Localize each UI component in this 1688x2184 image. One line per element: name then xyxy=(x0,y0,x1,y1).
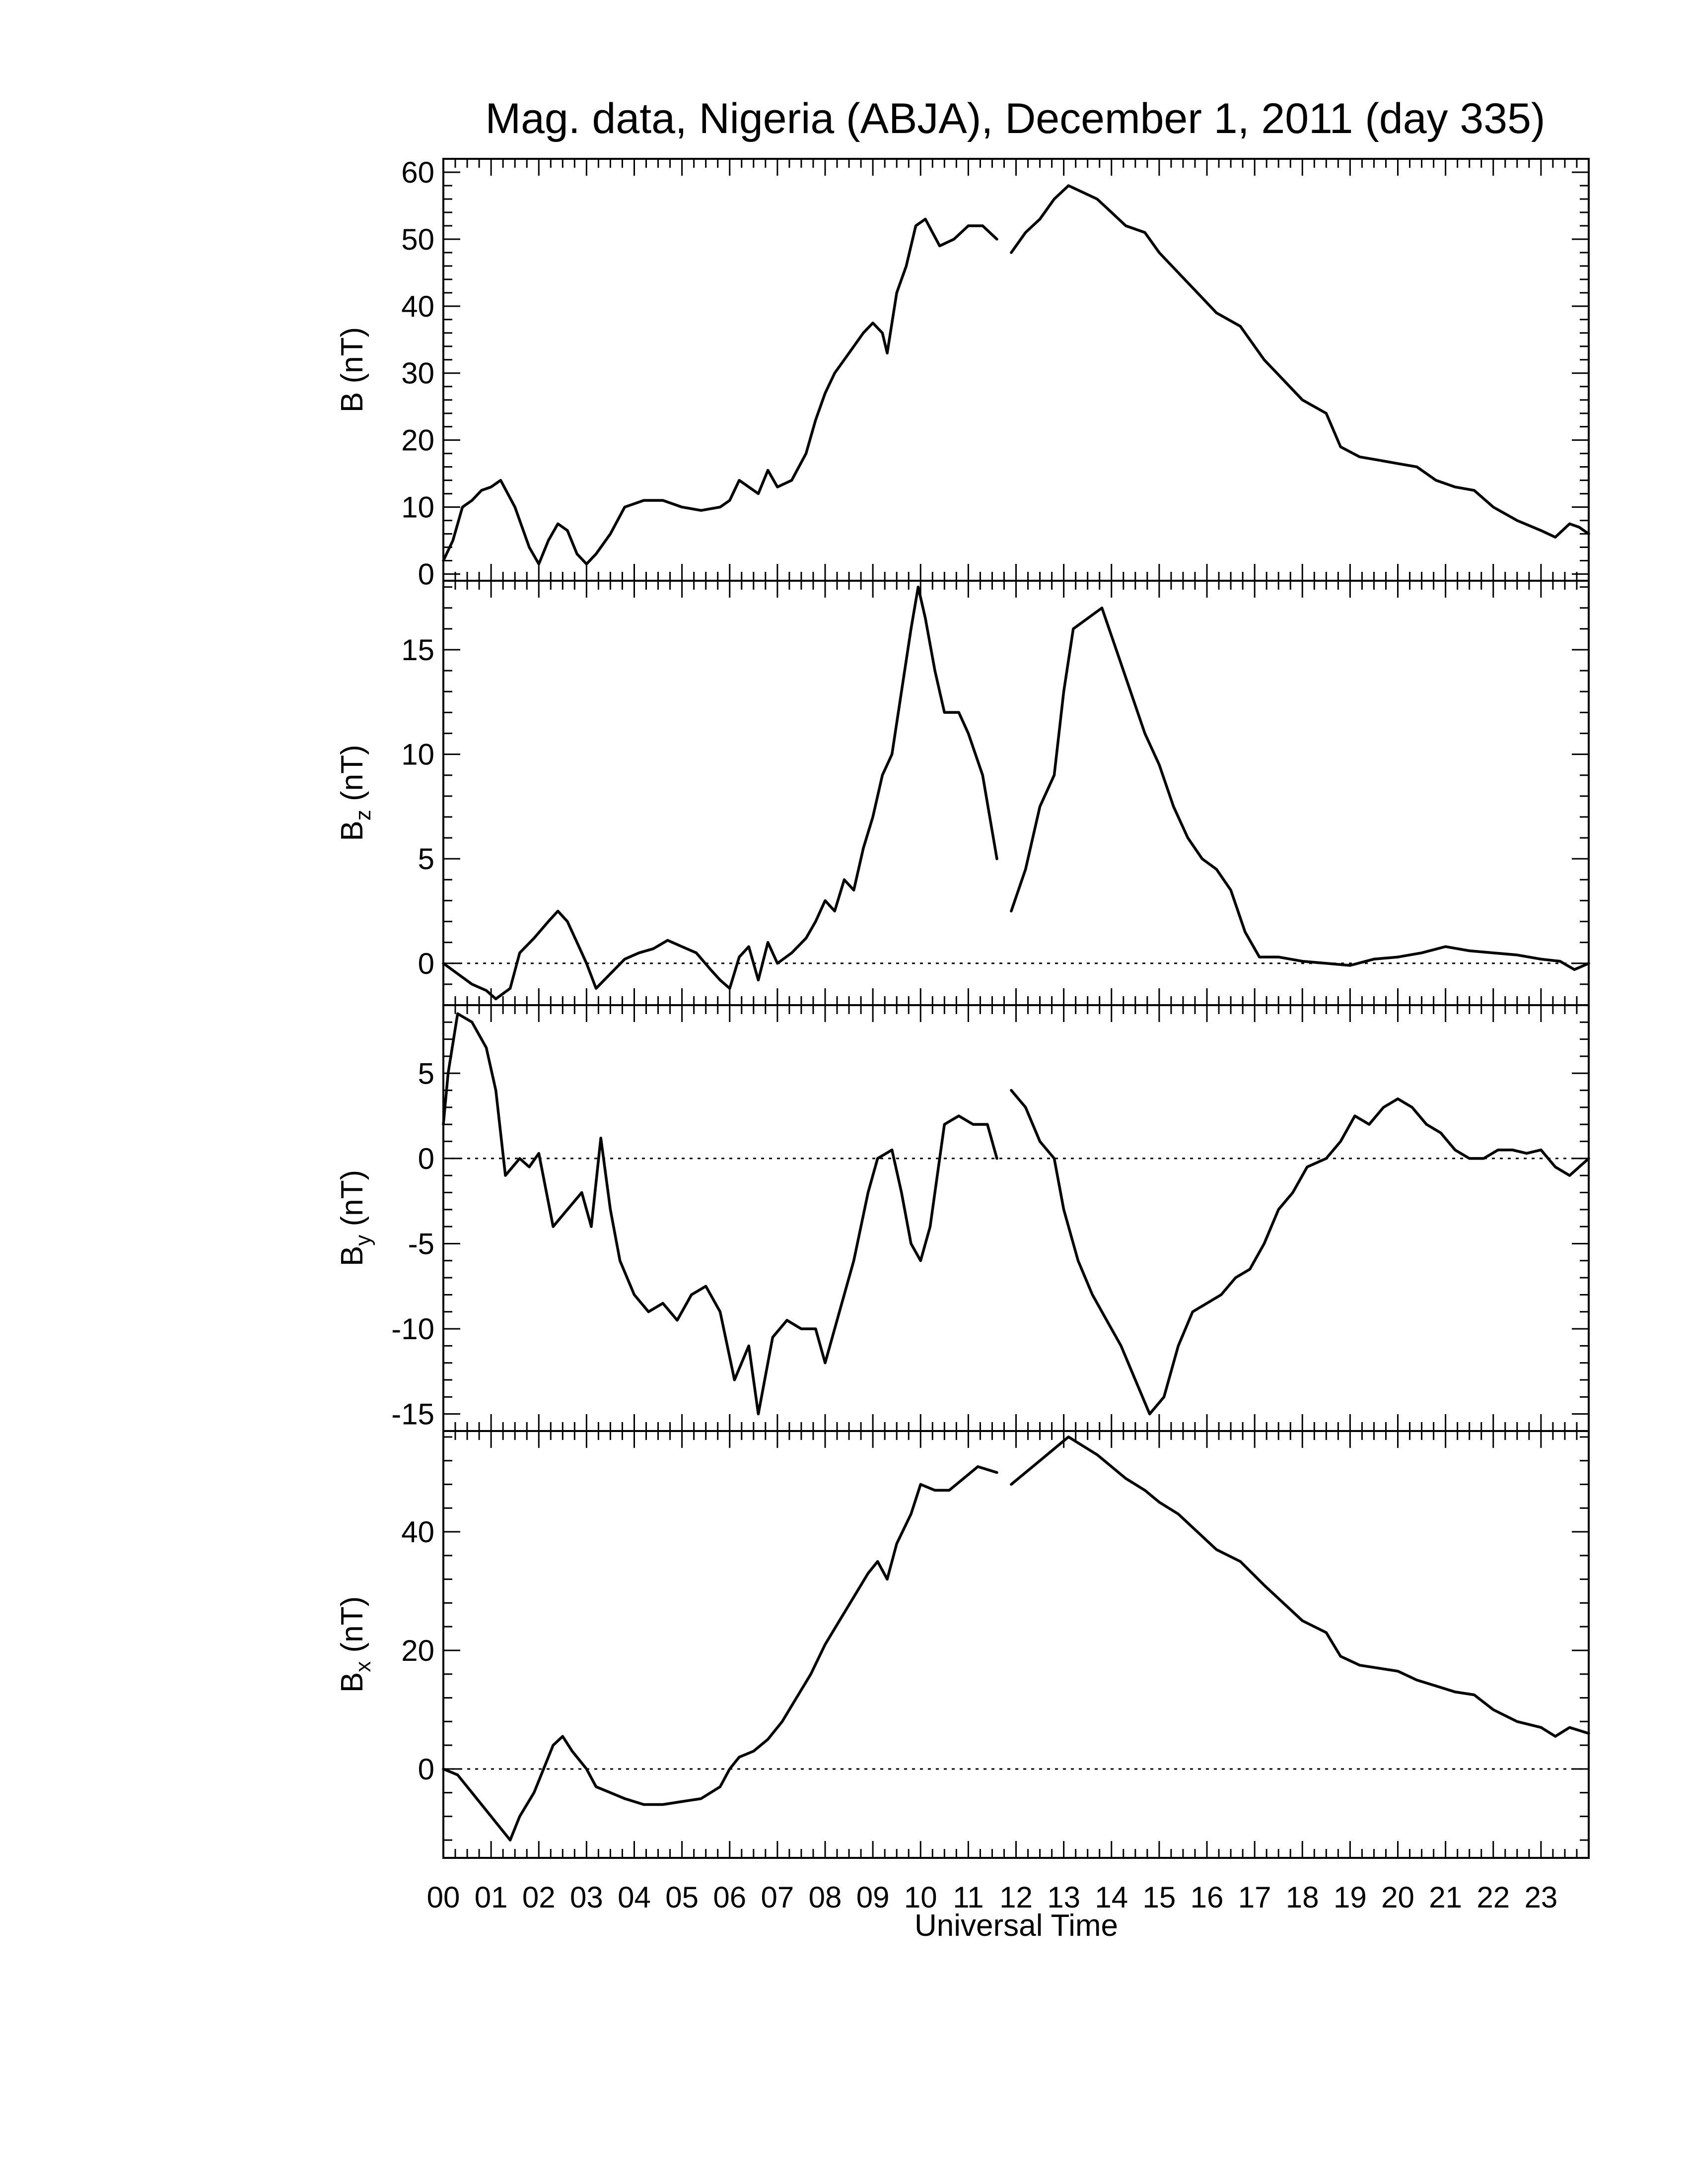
series-Bx-segment-1 xyxy=(442,1465,998,1842)
x-ticks xyxy=(454,581,1578,1005)
panel-B: 0 10 20 30 40 50 60 B (nT) xyxy=(335,156,1590,591)
chart-title: Mag. data, Nigeria (ABJA), December 1, 2… xyxy=(485,95,1545,142)
y-axis-label-Bx: Bx (nT) xyxy=(335,1596,375,1693)
y-axis-label-Bz: Bz (nT) xyxy=(335,745,375,841)
y-tick-label: 20 xyxy=(401,1634,434,1667)
y-tick-label: 50 xyxy=(401,223,434,256)
x-tick-label: 15 xyxy=(1143,1881,1176,1914)
y-tick-label: 5 xyxy=(418,842,434,876)
x-tick-label: 17 xyxy=(1238,1881,1271,1914)
panel-frame xyxy=(442,1004,1590,1432)
y-ticks: 0 20 40 xyxy=(401,1436,1589,1841)
x-tick-label: 19 xyxy=(1334,1881,1367,1914)
panel-By: -15 -10 -5 0 5 By (nT) xyxy=(335,1004,1590,1432)
panel-frame xyxy=(442,580,1590,1006)
y-tick-label: 0 xyxy=(418,1142,434,1175)
x-tick-label: 09 xyxy=(856,1881,890,1914)
series-By-segment-2 xyxy=(1010,1089,1590,1416)
series-Bx-segment-2 xyxy=(1010,1435,1590,1738)
y-ticks: -15 -10 -5 0 5 xyxy=(391,1021,1589,1431)
y-axis-label-By: By (nT) xyxy=(335,1170,375,1266)
series-Bz-segment-1 xyxy=(442,585,998,1001)
x-axis-label: Universal Time xyxy=(914,1909,1118,1943)
y-tick-label: 60 xyxy=(401,156,434,189)
x-ticks xyxy=(454,1431,1578,1858)
y-tick-label: 20 xyxy=(401,424,434,457)
y-ticks: 0 10 20 30 40 50 60 xyxy=(401,156,1589,591)
x-tick-label: 22 xyxy=(1477,1881,1510,1914)
series-Bz-segment-2 xyxy=(1010,607,1590,971)
y-axis-label-B: B (nT) xyxy=(335,327,369,412)
x-tick-label: 07 xyxy=(761,1881,794,1914)
y-tick-label: 40 xyxy=(401,1515,434,1549)
x-tick-label: 16 xyxy=(1191,1881,1224,1914)
x-tick-label: 21 xyxy=(1429,1881,1462,1914)
y-tick-label: -10 xyxy=(391,1312,434,1346)
panel-Bx: 0 20 40 Bx (nT) xyxy=(335,1430,1590,1859)
y-tick-label: -5 xyxy=(408,1227,434,1260)
x-tick-label: 03 xyxy=(570,1881,603,1914)
x-ticks xyxy=(454,1005,1578,1431)
y-tick-label: -15 xyxy=(391,1398,434,1431)
x-ticks xyxy=(454,159,1578,581)
x-tick-labels: 00 01 02 03 04 05 06 07 08 09 10 11 12 13 14 15 16 17 18 19… xyxy=(427,1881,1558,1914)
x-tick-label: 12 xyxy=(999,1881,1033,1914)
x-tick-label: 08 xyxy=(809,1881,842,1914)
panel-frame xyxy=(442,158,1590,582)
x-tick-label: 05 xyxy=(665,1881,699,1914)
y-tick-label: 30 xyxy=(401,357,434,390)
series-By-segment-1 xyxy=(442,1012,998,1416)
x-tick-label: 02 xyxy=(522,1881,556,1914)
y-tick-label: 40 xyxy=(401,290,434,323)
y-tick-label: 0 xyxy=(418,1753,434,1786)
series-B-segment-1 xyxy=(442,217,998,566)
panel-Bz: 0 5 10 15 Bz (nT) xyxy=(335,580,1590,1006)
y-tick-label: 10 xyxy=(401,738,434,771)
x-tick-label: 20 xyxy=(1381,1881,1414,1914)
x-tick-label: 06 xyxy=(713,1881,746,1914)
y-tick-label: 0 xyxy=(418,947,434,980)
x-tick-label: 13 xyxy=(1047,1881,1080,1914)
y-tick-label: 0 xyxy=(418,558,434,591)
y-tick-label: 5 xyxy=(418,1057,434,1090)
x-tick-label: 00 xyxy=(427,1881,460,1914)
x-tick-label: 23 xyxy=(1525,1881,1558,1914)
y-ticks: 0 5 10 15 xyxy=(401,586,1589,985)
x-tick-label: 14 xyxy=(1095,1881,1128,1914)
x-tick-label: 04 xyxy=(618,1881,651,1914)
y-tick-label: 10 xyxy=(401,491,434,524)
x-tick-label: 01 xyxy=(475,1881,508,1914)
x-tick-label: 10 xyxy=(904,1881,937,1914)
x-tick-label: 11 xyxy=(953,1881,984,1914)
y-tick-label: 15 xyxy=(401,633,434,667)
series-B-segment-2 xyxy=(1010,184,1590,539)
x-tick-label: 18 xyxy=(1286,1881,1319,1914)
